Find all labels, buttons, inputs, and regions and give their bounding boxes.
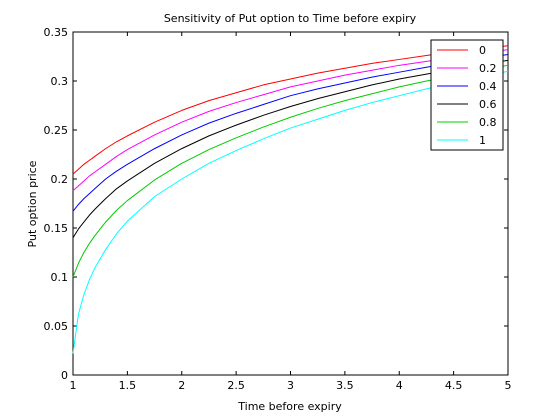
x-axis-tick-labels: 1 1.5 2 2.5 3 3.5 4 4.5 5 bbox=[70, 379, 512, 392]
x-tick-label: 5 bbox=[505, 379, 512, 392]
series-lines bbox=[72, 45, 509, 354]
y-tick-label: 0.2 bbox=[51, 173, 69, 186]
y-tick-label: 0 bbox=[61, 369, 68, 382]
series-line-1 bbox=[72, 70, 509, 354]
x-axis-ticks bbox=[72, 32, 509, 375]
chart-title: Sensitivity of Put option to Time before… bbox=[164, 12, 417, 25]
y-axis-label: Put option price bbox=[26, 160, 39, 247]
legend-label: 0 bbox=[479, 44, 486, 57]
legend-label: 0.8 bbox=[479, 116, 497, 129]
x-tick-label: 3 bbox=[287, 379, 294, 392]
y-tick-label: 0.3 bbox=[51, 75, 69, 88]
x-tick-label: 4.5 bbox=[445, 379, 463, 392]
series-line-0 bbox=[72, 45, 509, 175]
legend-label: 1 bbox=[479, 134, 486, 147]
y-axis-ticks bbox=[73, 31, 508, 376]
legend-label: 0.6 bbox=[479, 98, 497, 111]
y-tick-label: 0.35 bbox=[44, 26, 69, 39]
x-tick-label: 2 bbox=[178, 379, 185, 392]
series-line-0-4 bbox=[72, 54, 509, 212]
y-tick-label: 0.25 bbox=[44, 124, 69, 137]
legend-box bbox=[430, 39, 504, 151]
x-axis-label: Time before expiry bbox=[237, 400, 342, 413]
legend-entries: 0 0.2 0.4 0.6 0.8 1 bbox=[437, 44, 497, 147]
series-line-0-2 bbox=[72, 49, 509, 192]
x-tick-label: 1.5 bbox=[119, 379, 137, 392]
x-tick-label: 1 bbox=[70, 379, 77, 392]
series-line-0-8 bbox=[72, 64, 509, 278]
legend: 0 0.2 0.4 0.6 0.8 1 bbox=[430, 39, 504, 151]
legend-label: 0.2 bbox=[479, 62, 497, 75]
x-tick-label: 4 bbox=[396, 379, 403, 392]
y-tick-label: 0.15 bbox=[44, 222, 69, 235]
x-tick-label: 3.5 bbox=[336, 379, 354, 392]
x-tick-label: 2.5 bbox=[227, 379, 245, 392]
legend-label: 0.4 bbox=[479, 80, 497, 93]
y-axis-tick-labels: 0 0.05 0.1 0.15 0.2 0.25 0.3 0.35 bbox=[44, 26, 69, 382]
y-tick-label: 0.05 bbox=[44, 320, 69, 333]
y-tick-label: 0.1 bbox=[51, 271, 69, 284]
series-line-0-6 bbox=[72, 59, 509, 239]
